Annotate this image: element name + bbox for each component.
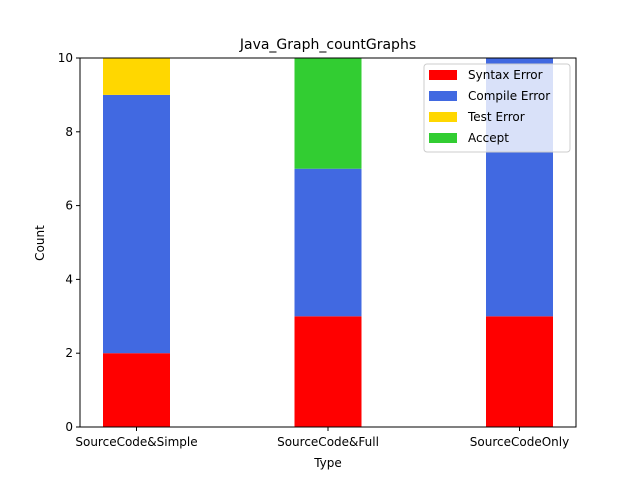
x-tick-label: SourceCode&Full: [277, 435, 379, 449]
x-tick-label: SourceCode&Simple: [75, 435, 197, 449]
legend-label-compile-error: Compile Error: [468, 89, 550, 103]
legend-swatch-compile-error: [429, 91, 457, 101]
axes-group: 0 2 4 6 8 10 SourceCode&Simple SourceCode&Full S…: [58, 51, 577, 449]
bar-sourcecode-simple-test-error: [103, 58, 170, 95]
legend-label-accept: Accept: [468, 131, 509, 145]
y-tick-label: 6: [65, 199, 73, 213]
y-tick-label: 10: [58, 51, 73, 65]
legend-swatch-syntax-error: [429, 70, 457, 80]
bar-sourcecode-full-syntax-error: [294, 316, 362, 427]
legend-label-test-error: Test Error: [467, 110, 525, 124]
legend-box: [423, 63, 571, 153]
y-tick-label: 8: [65, 125, 73, 139]
y-tick-label: 4: [65, 272, 73, 286]
bar-sourcecode-full-accept: [294, 58, 362, 169]
legend: Syntax Error Compile Error Test Error Accep…: [423, 63, 571, 153]
x-axis-label: Type: [313, 456, 342, 470]
y-tick-label: 2: [65, 346, 73, 360]
legend-swatch-accept: [429, 133, 457, 143]
bar-sourcecode-simple-compile-error: [103, 94, 170, 354]
y-axis-label: Count: [33, 225, 47, 261]
legend-label-syntax-error: Syntax Error: [468, 68, 543, 82]
chart-title: Java_Graph_countGraphs: [239, 37, 416, 53]
legend-swatch-test-error: [429, 112, 457, 122]
bar-sourcecode-full-compile-error: [294, 168, 362, 317]
bar-sourcecode-simple-syntax-error: [103, 353, 170, 427]
x-tick-label: SourceCodeOnly: [470, 435, 569, 449]
y-tick-label: 0: [65, 420, 73, 434]
bar-sourcecodeonly-syntax-error: [486, 316, 553, 427]
